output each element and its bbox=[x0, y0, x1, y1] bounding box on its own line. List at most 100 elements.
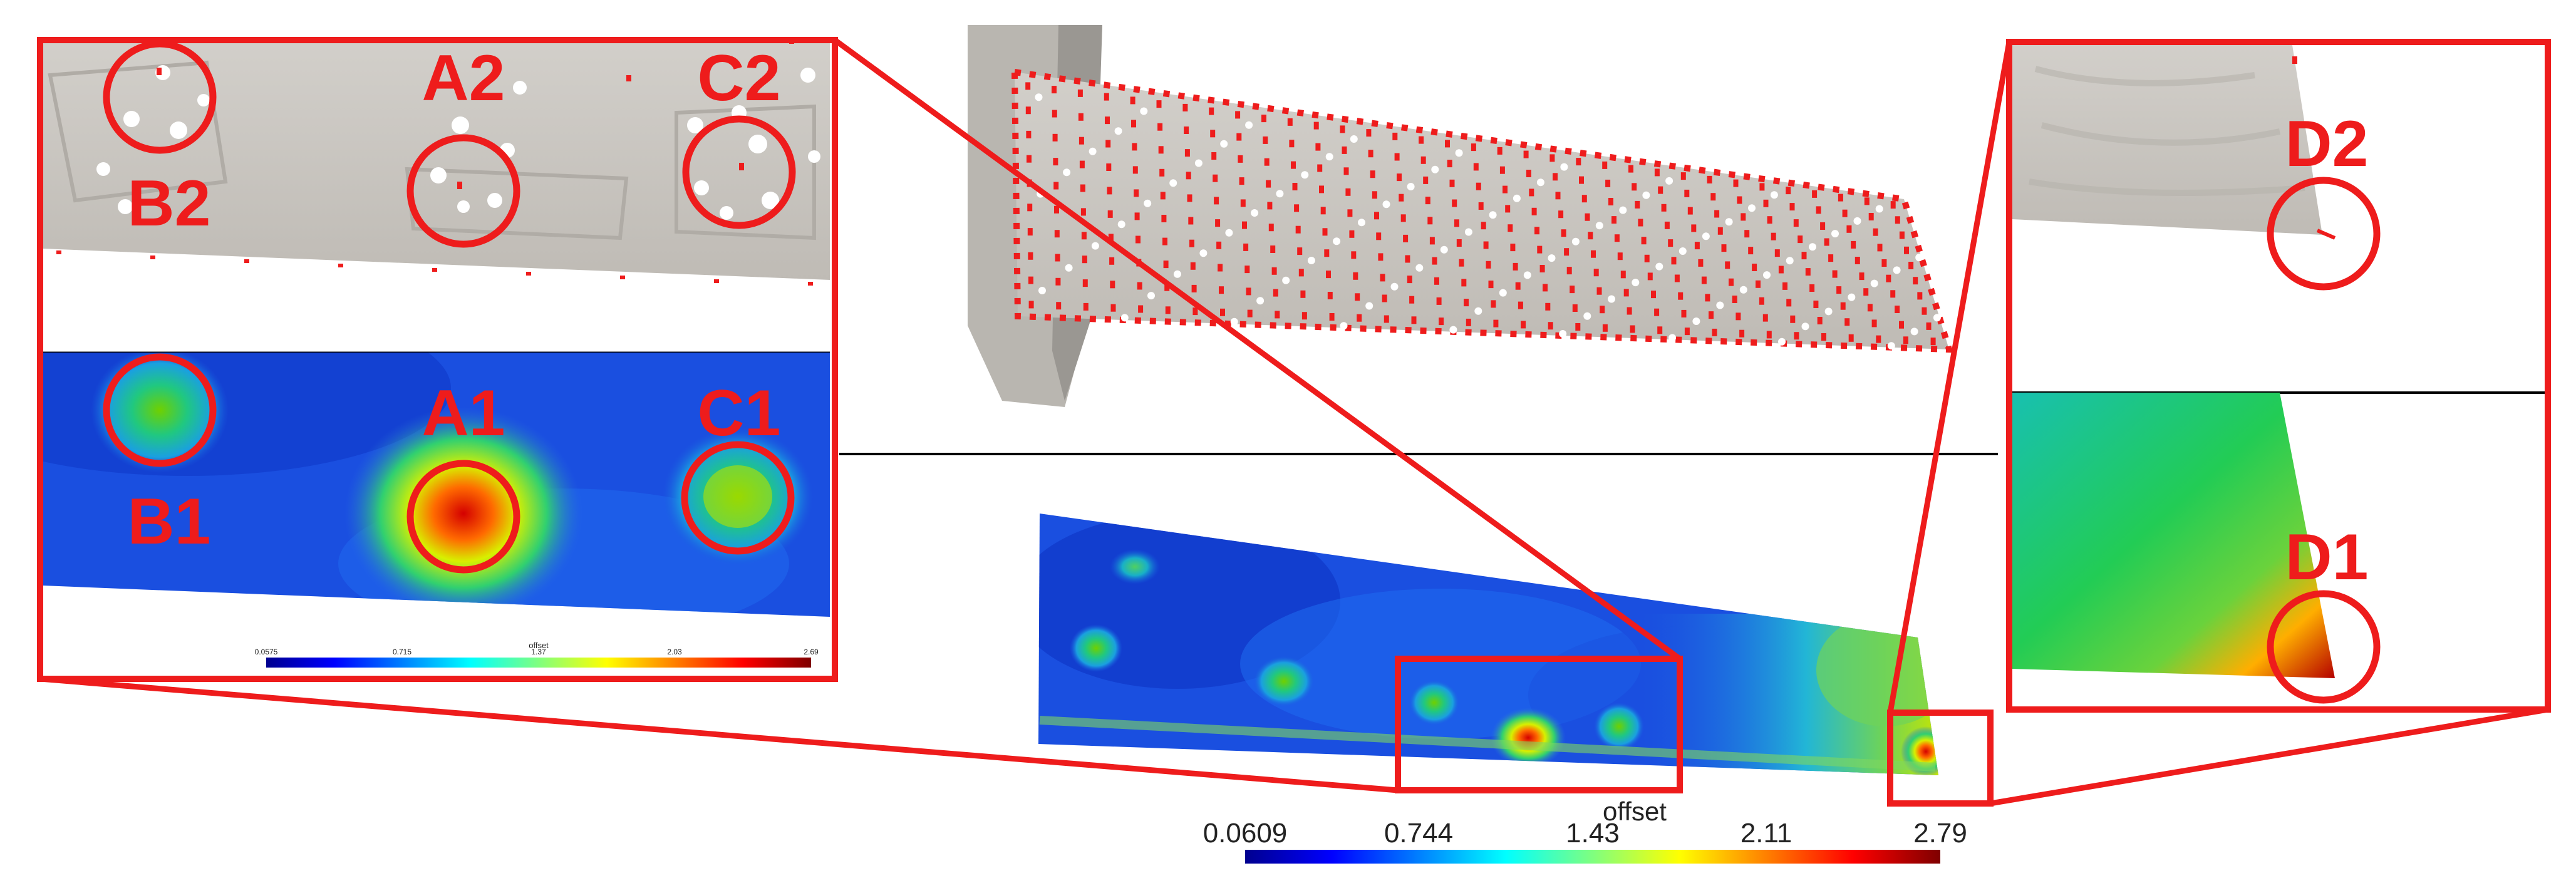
white-hole bbox=[1831, 230, 1839, 238]
red-sample-point bbox=[1558, 210, 1564, 219]
red-sample-point bbox=[1566, 267, 1572, 275]
inset-colorbar-title: offset bbox=[529, 641, 549, 650]
red-sample-point bbox=[1668, 239, 1673, 247]
red-sample-point bbox=[1539, 265, 1545, 272]
red-sample-point bbox=[1876, 335, 1881, 343]
red-sample-point bbox=[1763, 199, 1769, 207]
red-sample-point bbox=[1641, 237, 1647, 245]
red-sample-point bbox=[1384, 315, 1389, 323]
red-sample-point bbox=[1083, 302, 1089, 311]
white-hole bbox=[1340, 322, 1348, 330]
red-sample-point bbox=[1759, 297, 1764, 305]
red-sample-point bbox=[1638, 219, 1643, 227]
red-sample-point bbox=[1292, 183, 1298, 190]
red-sample-point bbox=[1427, 217, 1433, 225]
white-hole bbox=[1035, 93, 1043, 101]
red-sample-point bbox=[1105, 140, 1111, 148]
red-sample-point bbox=[1491, 300, 1496, 308]
red-sample-point bbox=[1132, 166, 1138, 174]
white-hole bbox=[1365, 302, 1373, 310]
white-hole bbox=[1173, 270, 1181, 278]
white-hole bbox=[1513, 194, 1521, 202]
red-sample-point bbox=[1705, 294, 1710, 302]
white-hole bbox=[1619, 206, 1627, 214]
red-sample-point bbox=[1213, 174, 1218, 182]
red-sample-point bbox=[1680, 172, 1686, 180]
white-hole bbox=[1523, 271, 1531, 279]
red-sample-point bbox=[1235, 111, 1241, 119]
red-sample-point bbox=[1842, 209, 1848, 217]
red-sample-point bbox=[1801, 252, 1807, 260]
red-sample-point bbox=[1326, 271, 1331, 279]
red-sample-point bbox=[1108, 234, 1114, 242]
red-sample-point bbox=[1521, 321, 1526, 329]
white-hole bbox=[1848, 293, 1856, 301]
red-sample-point bbox=[1055, 254, 1060, 262]
white-hole bbox=[1117, 220, 1125, 229]
white-hole bbox=[1801, 323, 1809, 331]
white-hole bbox=[1089, 147, 1097, 155]
white-hole bbox=[1464, 228, 1472, 236]
red-sample-point bbox=[1445, 140, 1450, 148]
red-sample-point bbox=[1523, 150, 1529, 158]
red-sample-point bbox=[1628, 165, 1633, 173]
red-sample-point bbox=[1864, 197, 1870, 205]
inset-tick-2: 1.37 bbox=[531, 648, 546, 656]
white-hole bbox=[1169, 179, 1177, 187]
red-sample-point bbox=[1585, 213, 1590, 221]
red-sample-point bbox=[1654, 168, 1660, 177]
red-sample-point bbox=[1025, 82, 1031, 90]
red-sample-point bbox=[1611, 216, 1616, 224]
red-sample-point bbox=[1867, 304, 1873, 312]
red-sample-point bbox=[1027, 204, 1033, 212]
zoom-connectors bbox=[39, 38, 2548, 807]
white-hole bbox=[1091, 242, 1099, 250]
red-sample-point bbox=[1079, 160, 1085, 168]
red-sample-point bbox=[1164, 283, 1170, 291]
red-sample-grid bbox=[1025, 82, 1936, 346]
red-sample-point bbox=[1508, 224, 1513, 232]
circle-c1 bbox=[681, 441, 795, 555]
red-sample-point bbox=[1081, 232, 1087, 240]
red-sample-point bbox=[1247, 309, 1253, 317]
red-sample-point bbox=[1163, 261, 1169, 269]
white-hole bbox=[1415, 264, 1424, 272]
red-sample-point bbox=[1267, 202, 1273, 210]
label-d2: D2 bbox=[2285, 108, 2369, 180]
label-b2: B2 bbox=[128, 167, 211, 240]
red-sample-point bbox=[1405, 255, 1410, 263]
red-sample-point bbox=[1812, 190, 1818, 198]
red-sample-point bbox=[1209, 107, 1214, 115]
red-sample-point bbox=[1028, 276, 1033, 284]
red-sample-point bbox=[1110, 304, 1116, 312]
white-hole bbox=[1282, 276, 1290, 284]
red-sample-point bbox=[1053, 182, 1059, 190]
red-sample-point bbox=[1056, 302, 1062, 310]
center-point-cloud bbox=[968, 25, 1953, 407]
red-sample-point bbox=[1851, 240, 1856, 249]
main-tick-1: 0.744 bbox=[1384, 818, 1453, 849]
white-hole bbox=[1853, 217, 1861, 225]
red-sample-point bbox=[1447, 160, 1452, 168]
red-sample-point bbox=[1526, 170, 1531, 177]
red-sample-point bbox=[1564, 248, 1570, 256]
red-sample-point bbox=[1903, 336, 1908, 344]
red-sample-point bbox=[1345, 188, 1351, 196]
white-hole bbox=[1595, 222, 1603, 230]
red-sample-point bbox=[1593, 269, 1599, 277]
circle-b2 bbox=[103, 40, 217, 154]
white-hole bbox=[1474, 307, 1482, 315]
white-hole bbox=[1251, 209, 1259, 217]
red-sample-point bbox=[1630, 325, 1635, 333]
red-sample-point bbox=[1707, 175, 1712, 183]
red-sample-point bbox=[1189, 239, 1194, 247]
red-sample-point bbox=[1922, 307, 1927, 315]
red-sample-point bbox=[1661, 204, 1667, 212]
white-hole bbox=[1455, 149, 1463, 157]
red-sample-point bbox=[1376, 232, 1382, 240]
red-sample-point bbox=[1756, 280, 1761, 288]
red-sample-point bbox=[1534, 227, 1539, 235]
red-sample-point bbox=[1109, 257, 1115, 265]
red-sample-point bbox=[1184, 126, 1189, 134]
red-sample-point bbox=[1184, 149, 1190, 157]
